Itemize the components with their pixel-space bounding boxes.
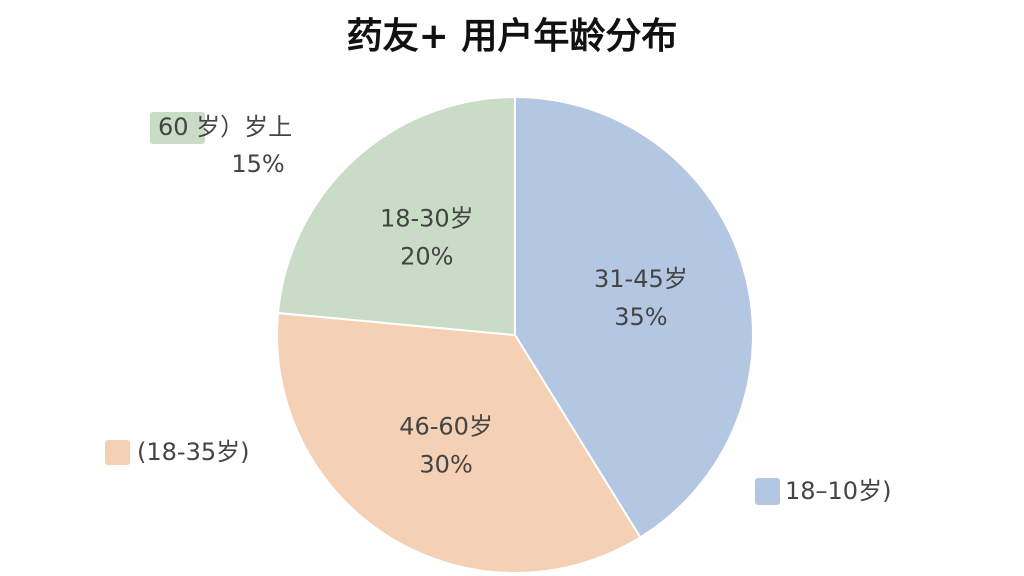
chart-title: 药友+ 用户年龄分布 bbox=[347, 16, 678, 57]
slice-category: 46-60岁 bbox=[399, 412, 493, 440]
legend-label: 18–10岁) bbox=[785, 477, 891, 505]
slice-category: 31-45岁 bbox=[594, 265, 688, 293]
legend-label: 60 岁）岁上 bbox=[158, 113, 292, 141]
legend-label: (18-35岁) bbox=[137, 438, 249, 466]
slice-value-label: 30% bbox=[419, 450, 472, 478]
pie-slice bbox=[276, 95, 516, 337]
legend-value: 15% bbox=[231, 150, 284, 178]
legend-swatch bbox=[755, 478, 780, 505]
slice-value-label: 35% bbox=[614, 303, 667, 331]
legend-swatch bbox=[150, 112, 205, 144]
pie-slice bbox=[514, 95, 754, 539]
slice-value-label: 20% bbox=[400, 242, 453, 270]
slice-category: 18-30岁 bbox=[380, 204, 474, 232]
pie-slice bbox=[276, 311, 642, 574]
legend-swatch bbox=[105, 440, 130, 465]
